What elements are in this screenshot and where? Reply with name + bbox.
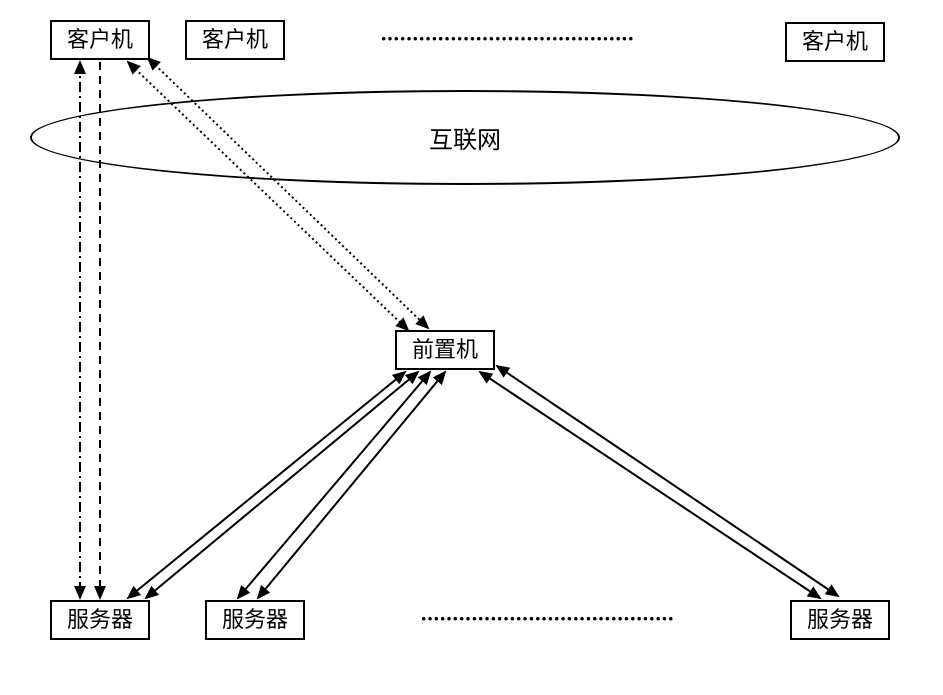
front-node: 前置机 (395, 330, 495, 370)
client-node-2: 客户机 (185, 20, 285, 60)
edge (497, 366, 838, 596)
ellipsis-top: ········································ (380, 26, 633, 52)
edge (238, 372, 430, 598)
dots-text: ········································ (420, 606, 673, 631)
node-label: 服务器 (67, 609, 133, 631)
edge (146, 372, 418, 598)
node-label: 服务器 (807, 609, 873, 631)
server-node-3: 服务器 (790, 600, 890, 640)
server-node-1: 服务器 (50, 600, 150, 640)
edge (480, 372, 820, 598)
node-label: 客户机 (802, 31, 868, 53)
edge (258, 372, 445, 598)
node-label: 客户机 (67, 29, 133, 51)
node-label: 前置机 (412, 339, 478, 361)
ellipsis-bottom: ········································ (420, 606, 673, 632)
client-node-3: 客户机 (785, 22, 885, 62)
server-node-2: 服务器 (205, 600, 305, 640)
edge (128, 372, 405, 598)
internet-ellipse: 互联网 (30, 90, 900, 185)
node-label: 互联网 (429, 120, 501, 155)
node-label: 服务器 (222, 609, 288, 631)
diagram-canvas: 客户机 客户机 客户机 互联网 前置机 服务器 服务器 服务器 ········… (0, 0, 943, 695)
client-node-1: 客户机 (50, 20, 150, 60)
node-label: 客户机 (202, 29, 268, 51)
dots-text: ········································ (380, 26, 633, 51)
